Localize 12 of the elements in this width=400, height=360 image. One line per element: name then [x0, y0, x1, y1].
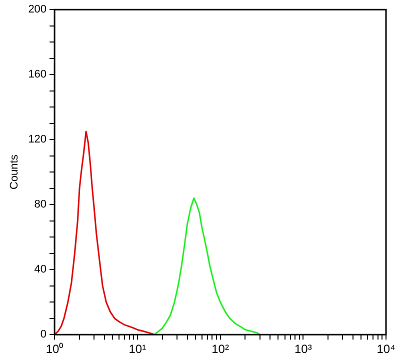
- x-tick-label: 10²: [212, 342, 229, 356]
- x-tick-label: 10³: [294, 342, 312, 356]
- y-tick-label: 120: [28, 134, 47, 146]
- x-tick-label: 10⁰: [46, 342, 64, 356]
- y-tick-label: 200: [28, 4, 47, 16]
- y-tick-label: 40: [34, 264, 47, 276]
- x-tick-label: 10⁴: [376, 342, 396, 356]
- y-tick-label: 160: [28, 68, 47, 81]
- y-tick-label: 0: [40, 328, 47, 341]
- y-axis-title: Counts: [8, 154, 21, 190]
- x-tick-label: 10¹: [128, 342, 146, 356]
- y-tick-label: 80: [34, 198, 47, 211]
